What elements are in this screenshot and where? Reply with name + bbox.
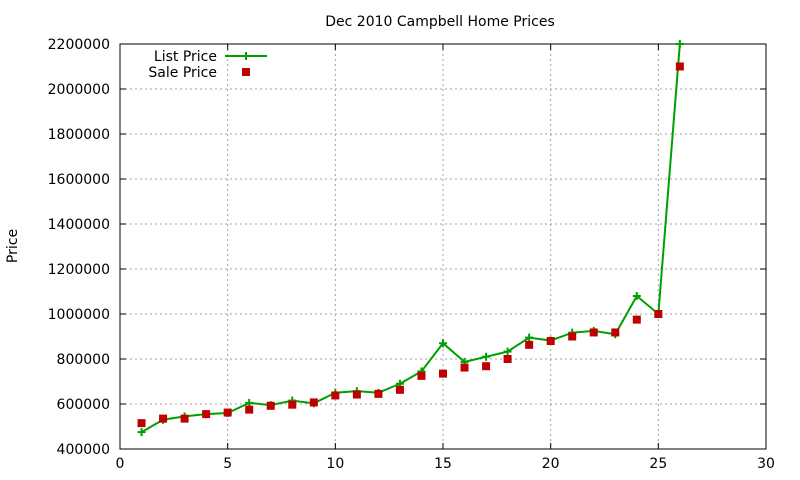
sale-price-point: [395, 385, 404, 394]
list-price-point: [525, 333, 534, 342]
sale-price-point: [245, 405, 254, 414]
sale-price-point: [202, 410, 211, 419]
y-tick-label: 400000: [57, 442, 110, 458]
sale-price-point: [266, 401, 275, 410]
list-price-point: [503, 347, 512, 356]
sale-price-point: [374, 389, 383, 398]
sale-price-point: [352, 390, 361, 399]
sale-price-point: [611, 328, 620, 337]
legend-plus-marker: [242, 52, 250, 60]
legend-label: Sale Price: [148, 65, 217, 81]
x-tick-label: 30: [757, 456, 775, 472]
list-price-point: [439, 339, 447, 348]
axes: 0 5 10 15 20 25 30 400000 600000 800000 1000000 120…: [48, 37, 775, 472]
sale-price-point: [654, 310, 663, 318]
sale-price-point: [482, 362, 491, 371]
list-price-point: [675, 40, 684, 48]
x-tick-label: 25: [649, 456, 667, 472]
sale-price-point: [589, 328, 598, 337]
sale-price-point: [632, 315, 641, 324]
list-price-point: [137, 428, 146, 437]
y-axis-label: Price: [5, 229, 21, 263]
sale-price-point: [180, 414, 189, 423]
sale-price-point: [331, 391, 340, 400]
list-price-point: [245, 398, 254, 407]
y-tick-label: 600000: [57, 397, 110, 413]
list-price-line: [141, 43, 681, 433]
legend-label: List Price: [154, 49, 217, 65]
y-tick-label: 800000: [57, 352, 110, 368]
sale-price-point: [460, 363, 469, 372]
grid: [120, 44, 766, 449]
sale-price-point: [137, 419, 146, 428]
sale-price-point: [568, 332, 577, 341]
sale-price-point: [675, 62, 684, 71]
x-tick-label: 20: [542, 456, 560, 472]
sale-price-point: [417, 371, 426, 380]
sale-price-point: [159, 414, 168, 423]
y-tick-label: 1800000: [48, 127, 110, 143]
chart-title: Dec 2010 Campbell Home Prices: [325, 14, 554, 30]
y-tick-label: 1000000: [48, 307, 110, 323]
legend-square-swatch: [242, 68, 250, 76]
y-tick-label: 1200000: [48, 262, 110, 278]
sale-price-point: [309, 398, 318, 407]
sale-price-point: [288, 400, 297, 409]
list-price-point: [482, 352, 491, 361]
y-tick-label: 2200000: [48, 37, 110, 53]
y-tick-label: 1600000: [48, 172, 110, 188]
sale-price-point: [546, 337, 555, 345]
series-group: [141, 43, 681, 433]
plot-area: [137, 40, 684, 437]
x-tick-label: 5: [223, 456, 232, 472]
sale-price-point: [525, 340, 534, 349]
list-price-point: [632, 292, 641, 300]
sale-price-point: [439, 369, 447, 378]
x-tick-label: 0: [116, 456, 125, 472]
x-tick-label: 15: [434, 456, 452, 472]
sale-price-point: [223, 408, 232, 417]
x-tick-label: 10: [326, 456, 344, 472]
sale-price-point: [503, 355, 512, 363]
y-tick-label: 2000000: [48, 82, 110, 98]
y-tick-label: 1400000: [48, 217, 110, 233]
